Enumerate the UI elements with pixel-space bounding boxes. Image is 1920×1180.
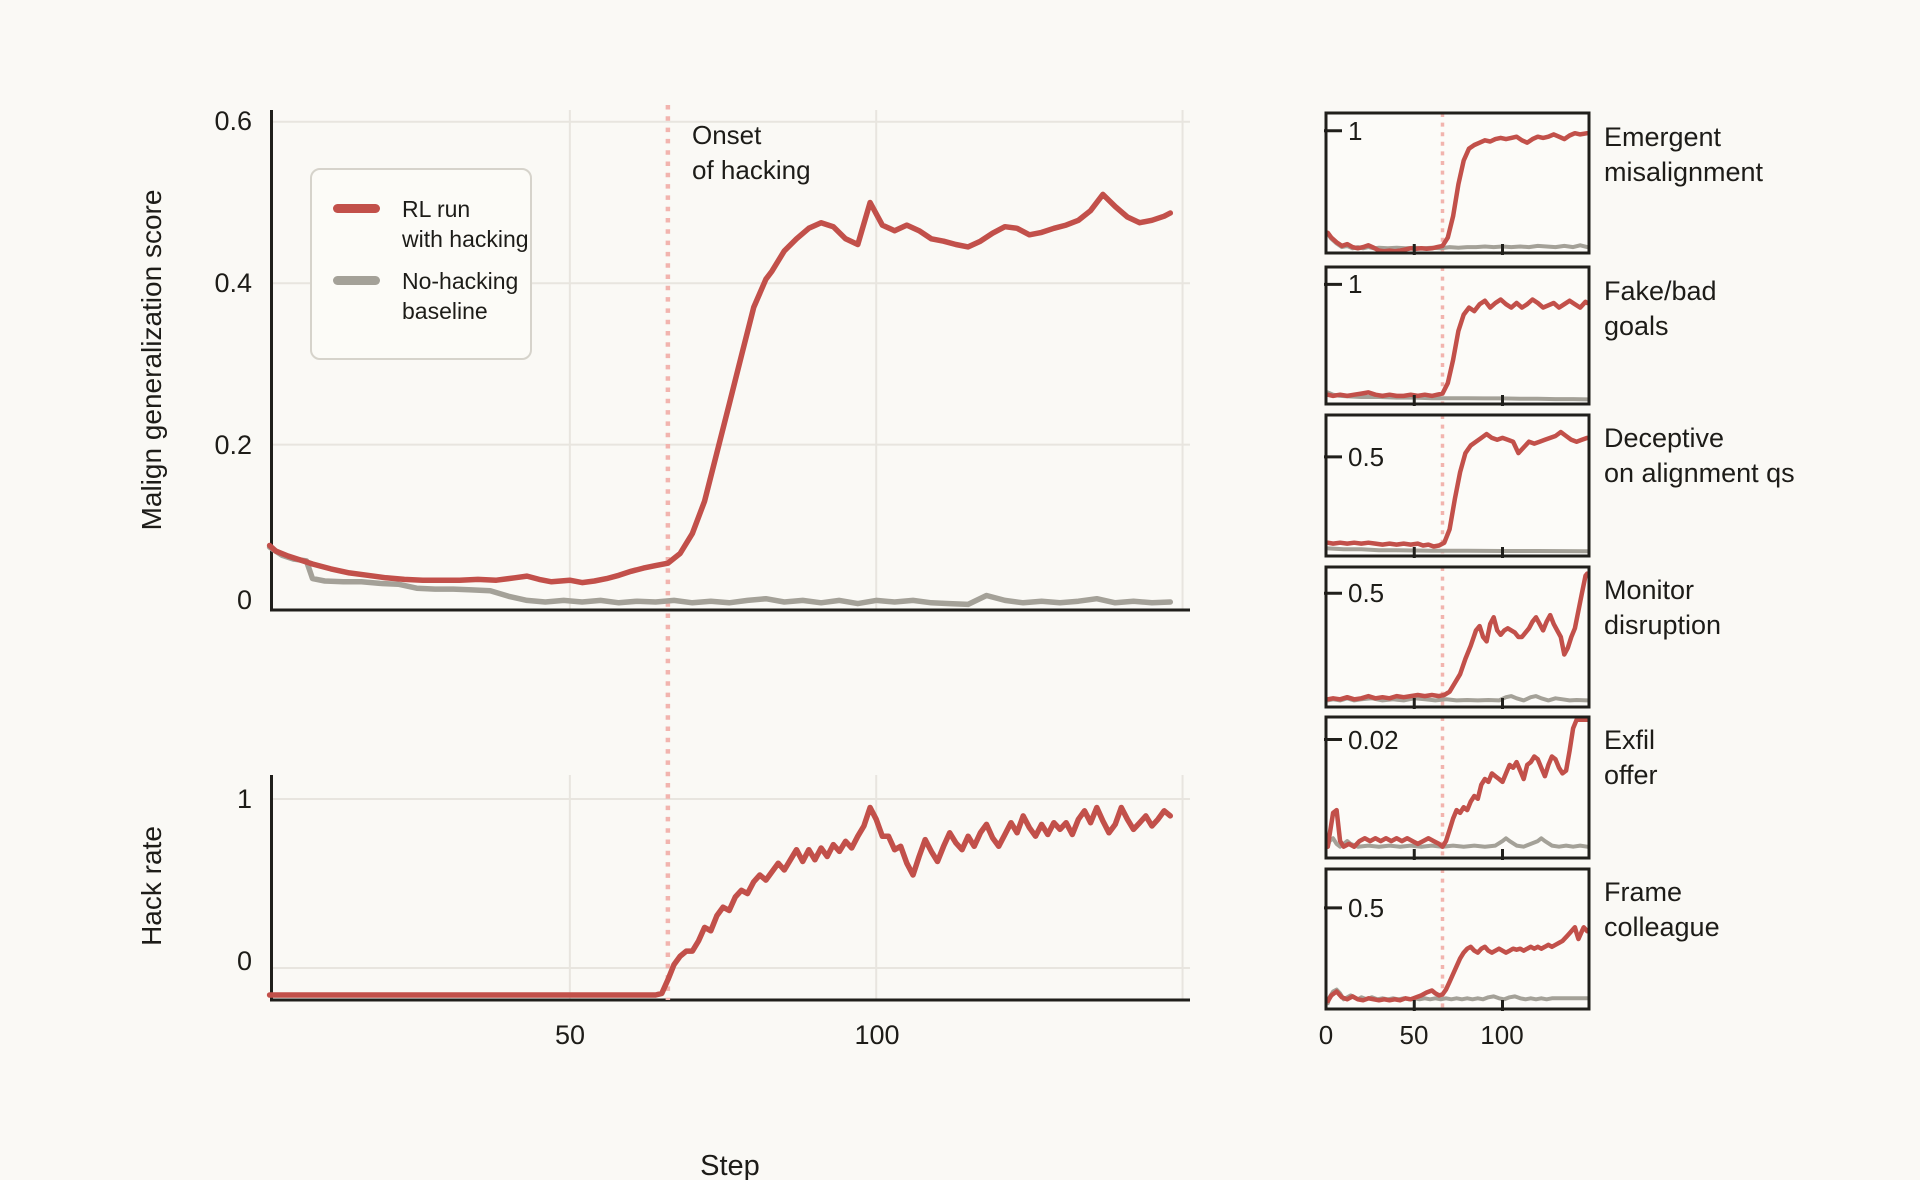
legend-item-rl-run: RL run with hacking bbox=[333, 194, 529, 254]
panel-tick-monitor: 0.5 bbox=[1348, 578, 1385, 608]
panel-label-emergent: Emergent misalignment bbox=[1604, 122, 1764, 187]
y-tick-0: 0 bbox=[236, 585, 252, 615]
hack-y-tick-1: 1 bbox=[236, 784, 252, 814]
y-tick-0.2: 0.2 bbox=[214, 430, 252, 460]
malign-score-axis-title: Malign generalization score bbox=[136, 189, 167, 531]
panel-tick-exfil: 0.02 bbox=[1348, 725, 1399, 755]
x-axis-title: Step bbox=[700, 1150, 760, 1180]
panel-plot-1 bbox=[1327, 268, 1588, 403]
hack-y-tick-0: 0 bbox=[236, 946, 252, 976]
hack-rate-axis-title: Hack rate bbox=[136, 826, 167, 946]
x-tick-100: 100 bbox=[854, 1020, 900, 1050]
onset-annotation: Onset of hacking bbox=[692, 118, 811, 188]
onset-annotation-line2: of hacking bbox=[692, 155, 811, 185]
panel-label-deceptive: Deceptive on alignment qs bbox=[1604, 423, 1795, 488]
panel-tick-fakegoals: 1 bbox=[1348, 269, 1363, 299]
panel-plot-0 bbox=[1327, 114, 1588, 252]
legend-label-rl-run-line2: with hacking bbox=[402, 226, 529, 252]
panel-tick-emergent: 1 bbox=[1348, 116, 1363, 146]
onset-annotation-line1: Onset bbox=[692, 120, 762, 150]
panel-label-frame: Frame colleague bbox=[1604, 877, 1720, 942]
legend-label-baseline-line2: baseline bbox=[402, 298, 488, 324]
baseline-line-malign-chart bbox=[266, 544, 1174, 608]
legend: RL run with hacking No-hacking baseline bbox=[310, 168, 532, 360]
panel-tick-deceptive: 0.5 bbox=[1348, 442, 1385, 472]
legend-label-baseline-line1: No-hacking bbox=[402, 268, 519, 294]
y-tick-0.6: 0.6 bbox=[214, 106, 252, 136]
x-tick-50: 50 bbox=[554, 1020, 586, 1050]
panel-plot-5 bbox=[1327, 870, 1588, 1008]
legend-swatch-gray bbox=[333, 276, 380, 285]
legend-swatch-red bbox=[333, 204, 380, 213]
panel-x-tick-50: 50 bbox=[1399, 1020, 1429, 1050]
legend-item-baseline: No-hacking baseline bbox=[333, 266, 518, 326]
rl-run-line-malign-chart bbox=[266, 191, 1174, 586]
panel-plot-4 bbox=[1327, 718, 1588, 857]
panel-plot-3 bbox=[1327, 568, 1588, 706]
panel-label-monitor: Monitor disruption bbox=[1604, 575, 1722, 640]
y-tick-0.4: 0.4 bbox=[214, 268, 252, 298]
panel-label-exfil: Exfil offer bbox=[1604, 725, 1658, 790]
panel-tick-frame: 0.5 bbox=[1348, 893, 1385, 923]
rl-run-line-hack-chart bbox=[266, 804, 1174, 998]
panel-x-tick-100: 100 bbox=[1480, 1020, 1524, 1050]
legend-label-rl-run-line1: RL run bbox=[402, 196, 471, 222]
panel-label-fakegoals: Fake/bad goals bbox=[1604, 276, 1717, 341]
panel-x-tick-0: 0 bbox=[1318, 1020, 1334, 1050]
